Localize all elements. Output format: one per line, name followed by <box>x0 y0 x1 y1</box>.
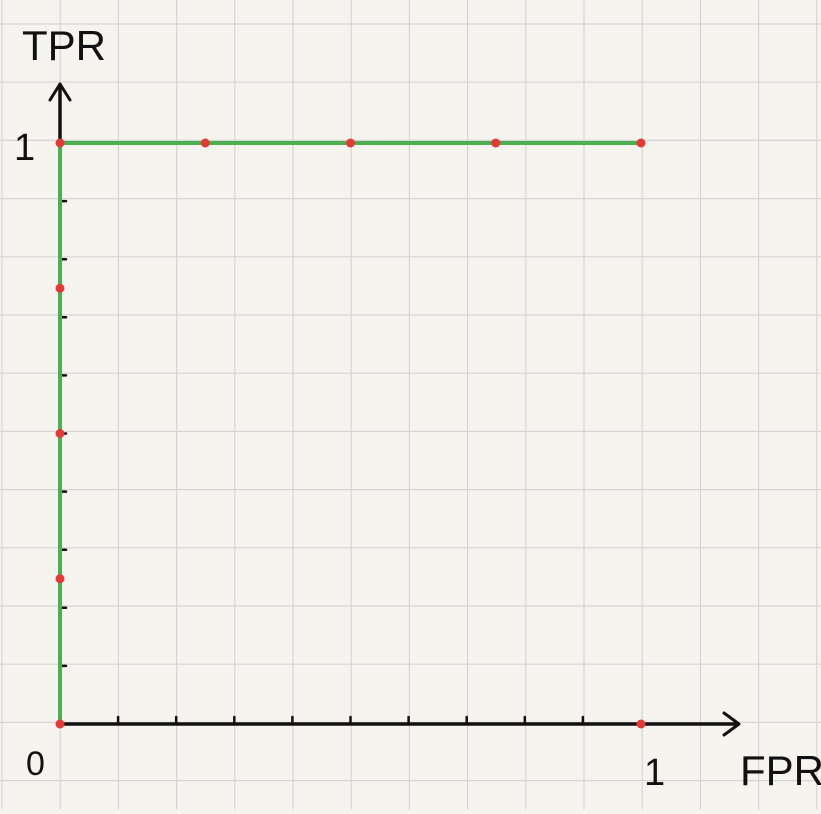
data-point-9 <box>636 719 646 729</box>
data-point-7 <box>491 138 501 148</box>
x-axis-arrow <box>722 711 741 737</box>
data-point-6 <box>346 138 355 148</box>
data-point-8 <box>636 138 646 148</box>
data-point-2 <box>55 429 65 438</box>
data-points <box>55 138 646 729</box>
data-point-3 <box>55 283 65 293</box>
series-line-0 <box>58 141 641 724</box>
labels: TPR FPR 0 1 1 <box>14 22 821 794</box>
data-point-4 <box>55 138 65 148</box>
x-end-label: 1 <box>644 752 665 794</box>
data-point-0 <box>55 719 65 729</box>
y-axis-arrow <box>48 82 72 102</box>
axes <box>48 82 741 737</box>
data-point-5 <box>200 138 210 148</box>
y-axis-label: TPR <box>22 22 106 69</box>
y-end-label: 1 <box>14 127 35 169</box>
x-axis-label: FPR <box>740 747 821 794</box>
data-point-1 <box>55 574 65 584</box>
series <box>58 141 641 724</box>
origin-label: 0 <box>26 745 45 783</box>
